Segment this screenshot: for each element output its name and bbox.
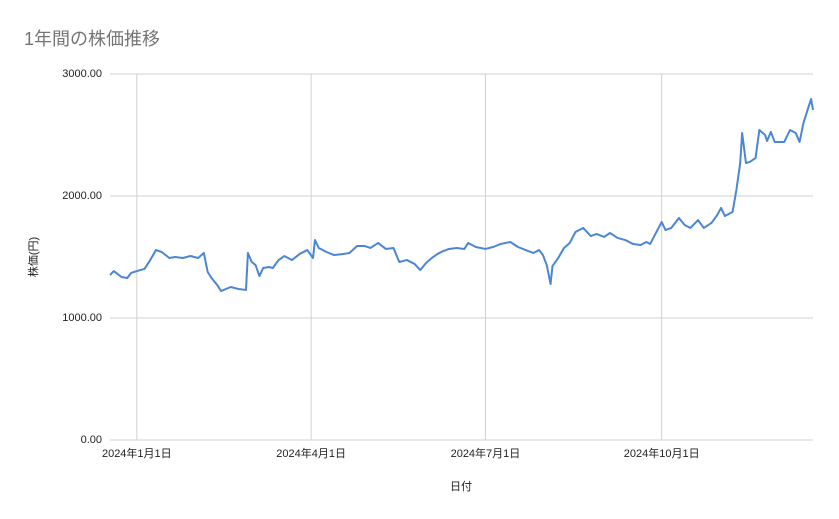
y-tick-label: 0.00 [81,434,102,446]
chart-title: 1年間の株価推移 [24,29,160,49]
y-axis-label: 株価(円) [26,237,40,277]
y-tick-label: 3000.00 [62,68,102,80]
x-tick-label: 2024年7月1日 [451,446,521,460]
y-tick-label: 2000.00 [62,190,102,202]
x-tick-label: 2024年1月1日 [102,446,172,460]
x-tick-label: 2024年4月1日 [276,446,346,460]
y-tick-label: 1000.00 [62,312,102,324]
x-tick-label: 2024年10月1日 [624,446,700,460]
data-line [109,98,814,293]
x-axis-label: 日付 [450,480,472,493]
